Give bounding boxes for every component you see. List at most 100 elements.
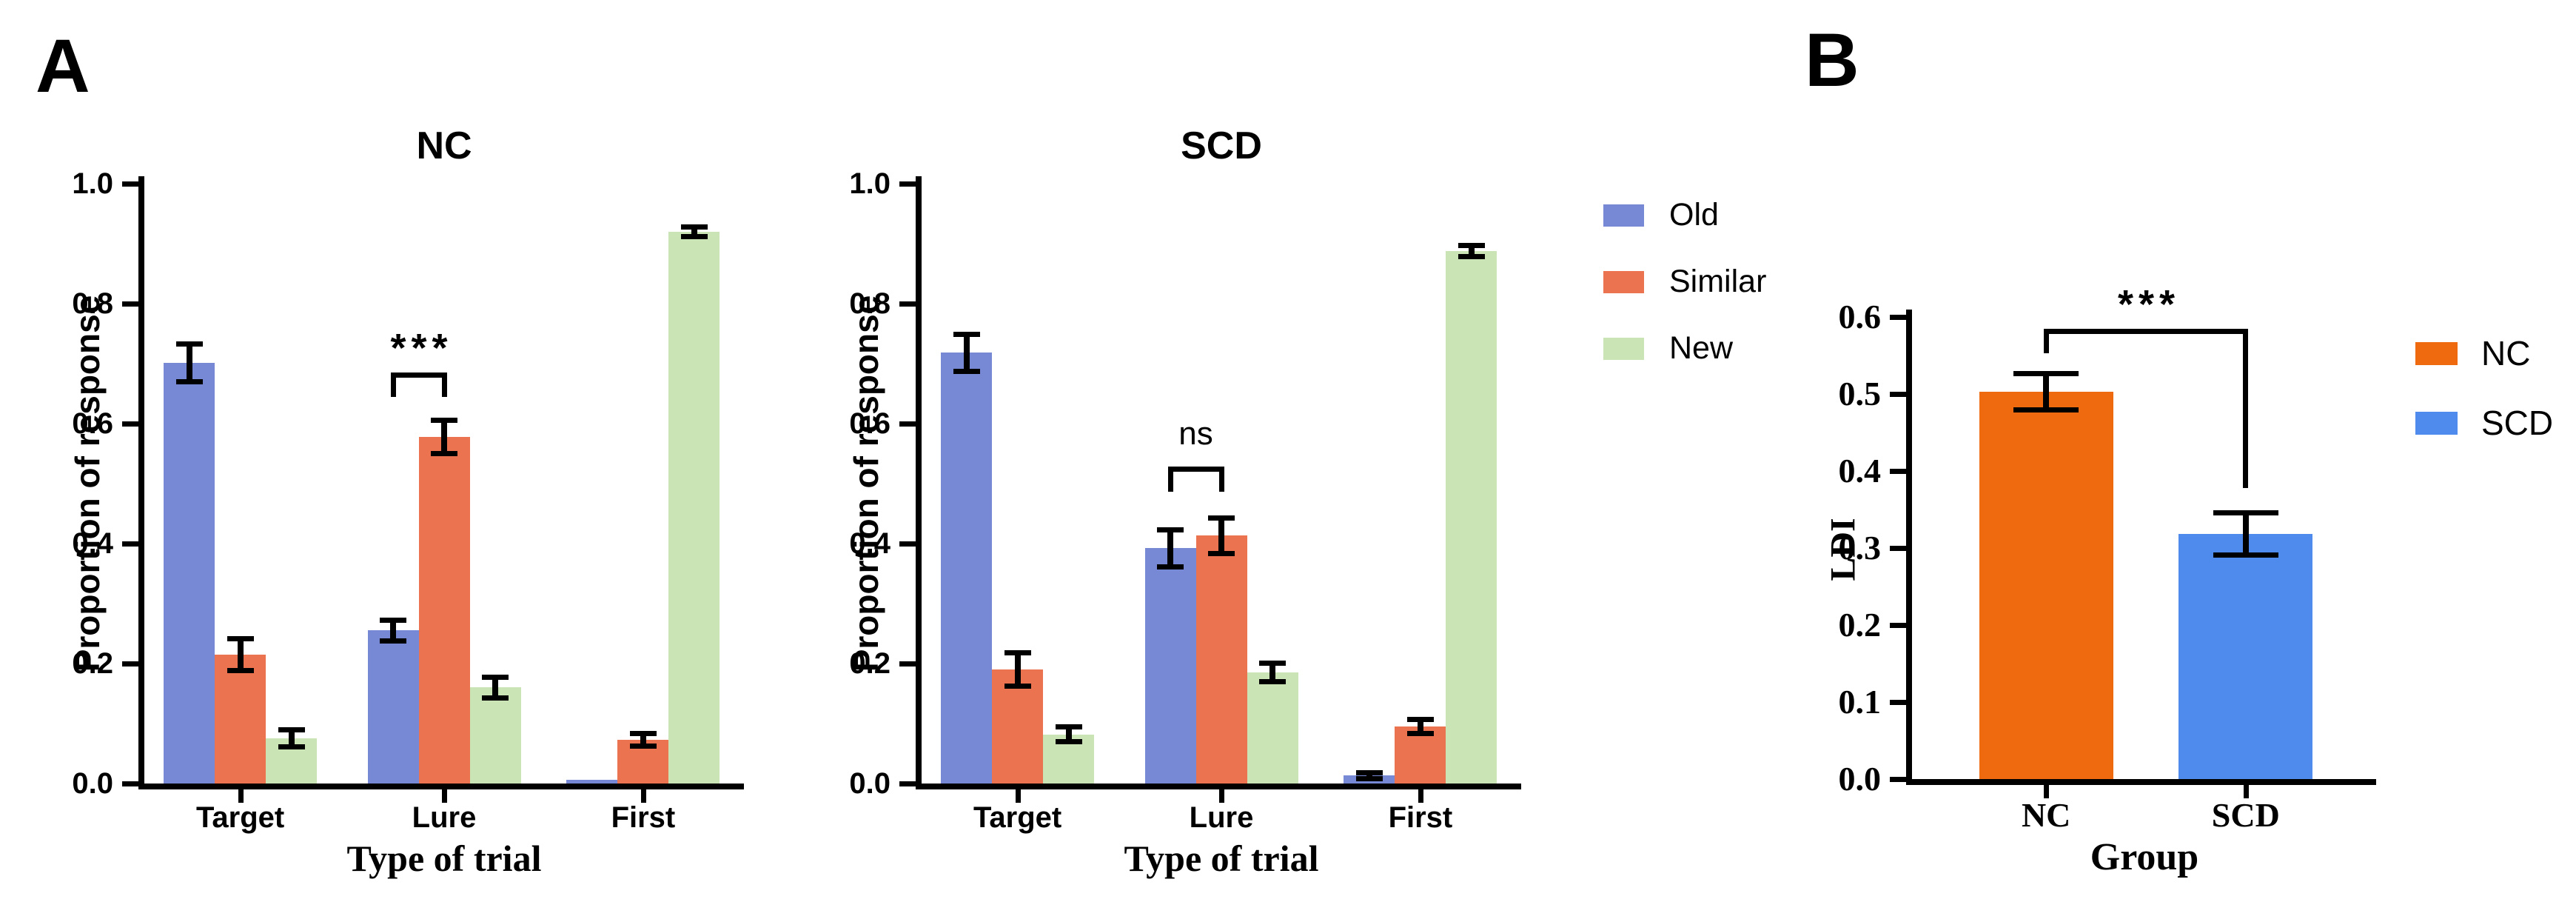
chart-nc-title: NC [416,124,472,167]
y-axis [1906,310,1912,785]
x-tick [2243,785,2249,798]
x-tick-label-target: Target [195,801,285,834]
x-tick [442,789,447,803]
error-bar-cap-top [431,418,457,424]
sig-bracket-left-leg [1167,467,1173,492]
error-bar-stem [1417,719,1423,734]
error-bar-cap-top [278,727,305,733]
group-x-axis-title: Group [2090,836,2199,878]
nc-x-axis-title: Type of trial [346,838,542,879]
sig-bracket-right-leg [2243,328,2249,488]
legend-item-new: New [1603,330,1766,367]
error-bar-stem [1014,652,1021,686]
legend-item-old: Old [1603,197,1766,233]
sig-bracket-left-leg [390,373,396,397]
x-tick [1418,789,1423,803]
bar-old-lure [367,630,419,784]
y-tick-label: 0.0 [1838,760,1882,798]
x-axis [1906,779,2376,785]
error-bar-cap-top [227,635,254,641]
error-bar-cap-bottom [2213,552,2278,558]
error-bar-cap-bottom [227,667,254,673]
error-bar-stem [2043,373,2050,410]
y-tick-label: 0.6 [72,407,113,440]
bar-similar-target [215,654,266,784]
y-axis [916,176,922,789]
chart-scd-title: SCD [1181,124,1262,167]
error-bar-cap-bottom [278,744,305,750]
legend-label-nc: NC [2481,334,2531,373]
x-axis [138,784,744,789]
x-tick-label-first: First [611,801,676,834]
sig-bracket-right-leg [441,373,447,397]
bar-similar-lure [418,436,470,784]
error-bar-stem [691,226,697,238]
scd-swatch [2415,411,2458,435]
error-bar-cap-bottom [953,369,980,375]
error-bar-cap-top [1208,515,1235,521]
error-bar-cap-bottom [629,743,657,749]
y-tick-label: 0.5 [1838,375,1882,412]
error-bar-cap-bottom [1458,253,1485,259]
legend-label-similar: Similar [1669,264,1767,299]
legend-response-types: Old Similar New [1603,197,1766,397]
x-tick-label-nc: NC [2021,796,2071,834]
error-bar-cap-bottom [1355,776,1383,782]
error-bar-cap-bottom [1055,739,1082,745]
legend-item-nc: NC [2415,333,2553,373]
bar-new-lure [469,687,521,784]
error-bar-cap-top [2013,370,2079,376]
y-tick [1890,623,1906,628]
y-tick [1890,315,1906,320]
significance-label: ns [1178,415,1213,452]
y-tick-label: 0.2 [1838,606,1882,644]
error-bar-cap-top [380,617,406,623]
y-tick-label: 0.0 [849,767,890,800]
y-tick-label: 0.4 [1838,452,1882,490]
y-tick [1890,546,1906,551]
y-tick-label: 0.6 [1838,298,1882,335]
significance-label: *** [2117,281,2181,327]
scd-x-axis-title: Type of trial [1124,838,1319,879]
y-tick [122,181,138,187]
error-bar-cap-top [953,331,980,337]
error-bar-stem [1269,663,1275,683]
y-tick-label: 0.2 [849,647,890,680]
error-bar-cap-bottom [380,638,406,644]
sig-bracket-bar [390,373,447,378]
y-tick [122,301,138,307]
bar-ldi-scd [2178,534,2313,779]
legend-label-new: New [1669,330,1734,366]
y-tick-label: 0.0 [72,767,113,800]
bar-similar-first [1395,726,1446,784]
error-bar-stem [2242,512,2249,556]
legend-label-old: Old [1669,197,1719,233]
error-bar-cap-bottom [1259,679,1286,685]
error-bar-cap-top [629,730,657,736]
y-tick-label: 0.8 [849,287,890,320]
bar-new-first [668,231,720,784]
significance-label: *** [390,326,453,371]
y-tick-label: 1.0 [849,167,890,200]
y-tick [1890,700,1906,705]
error-bar-cap-top [1458,242,1485,248]
y-tick [122,541,138,547]
scd-y-axis-label: Proportion of response [847,295,885,672]
x-tick [238,789,244,803]
y-tick [1890,469,1906,474]
x-tick [1219,789,1224,803]
sig-bracket-bar [2043,328,2249,334]
error-bar-cap-bottom [1004,683,1031,689]
old-swatch [1603,204,1644,227]
y-tick-label: 1.0 [72,167,113,200]
error-bar-cap-bottom [1157,564,1184,569]
new-swatch [1603,337,1644,360]
error-bar-stem [1218,518,1224,554]
sig-bracket-left-leg [2043,328,2049,353]
error-bar-stem [390,619,396,642]
error-bar-cap-bottom [680,234,708,240]
error-bar-cap-top [1004,650,1031,656]
x-axis [916,784,1521,789]
y-tick-label: 0.4 [849,527,890,560]
